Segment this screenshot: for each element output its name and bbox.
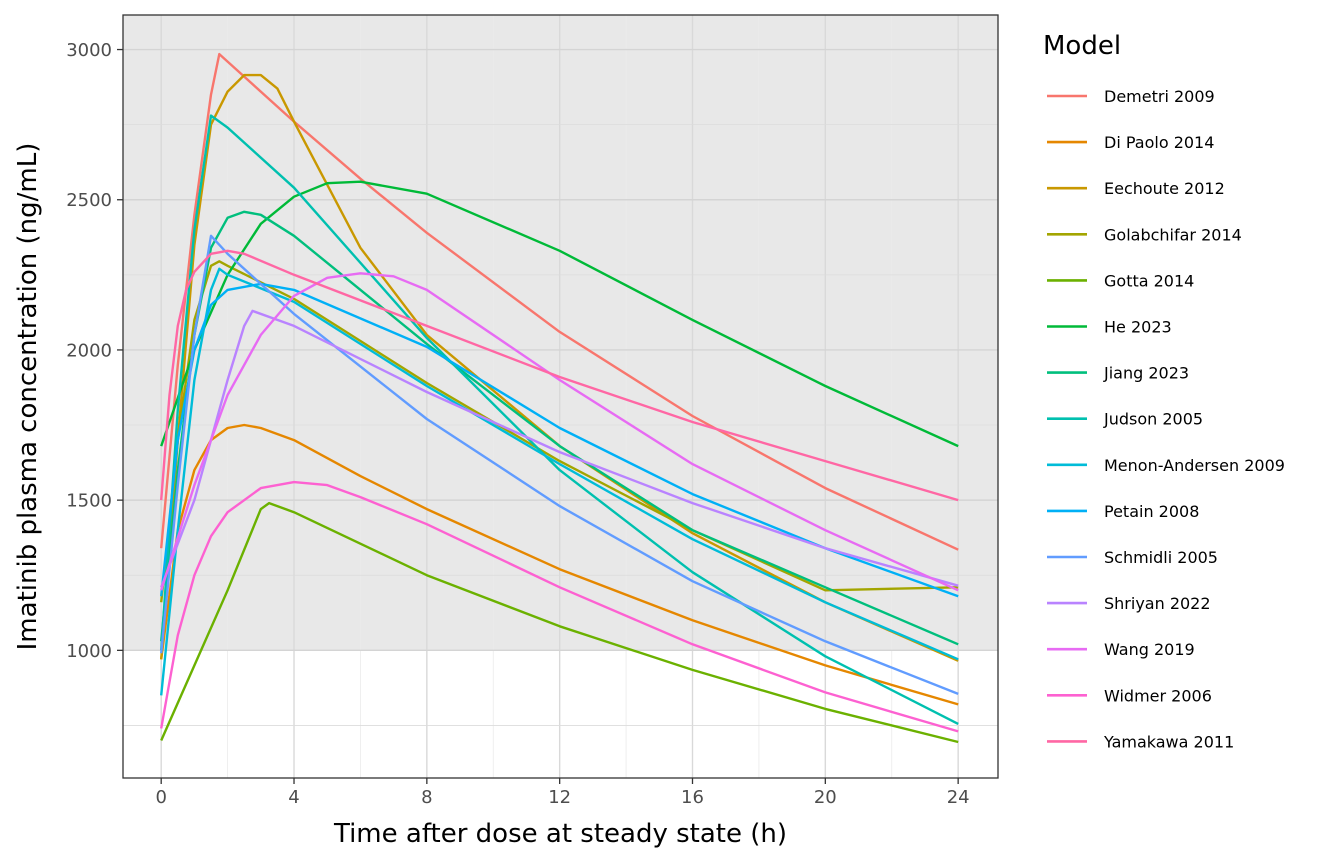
series-line <box>160 180 959 448</box>
legend-label: He 2023 <box>1104 318 1172 337</box>
legend-label: Gotta 2014 <box>1104 271 1194 290</box>
legend-label: Shriyan 2022 <box>1104 594 1211 613</box>
series-line <box>160 73 959 662</box>
y-axis: 1000 1500 2000 2500 3000 <box>66 40 123 662</box>
x-axis: 0 4 8 12 16 20 24 <box>155 778 970 808</box>
x-tick-label: 12 <box>548 787 571 808</box>
series-line <box>160 249 959 502</box>
x-tick-label: 0 <box>155 787 166 808</box>
legend-label: Jiang 2023 <box>1103 364 1189 383</box>
series-line <box>160 267 959 696</box>
legend-label: Demetri 2009 <box>1104 87 1215 106</box>
legend-label: Judson 2005 <box>1103 410 1203 429</box>
series-line <box>160 309 959 588</box>
y-axis-title: Imatinib plasma concentration (ng/mL) <box>13 143 43 651</box>
series-line <box>160 272 959 592</box>
legend-label: Wang 2019 <box>1104 640 1195 659</box>
x-tick-label: 4 <box>288 787 299 808</box>
legend-label: Eechoute 2012 <box>1104 179 1225 198</box>
legend: Model Demetri 2009 Di Paolo 2014 Eechoute … <box>1043 31 1285 751</box>
y-tick-label: 1500 <box>66 491 112 512</box>
legend-label: Menon-Andersen 2009 <box>1104 456 1285 475</box>
legend-title: Model <box>1043 31 1121 61</box>
legend-label: Widmer 2006 <box>1104 686 1212 705</box>
plot-border <box>122 14 999 779</box>
y-tick-label: 1000 <box>66 641 112 662</box>
series-lines <box>160 52 959 744</box>
x-tick-label: 20 <box>814 787 837 808</box>
y-tick-label: 3000 <box>66 40 112 61</box>
series-line <box>160 423 959 706</box>
x-tick-label: 16 <box>681 787 704 808</box>
legend-label: Yamakawa 2011 <box>1103 732 1234 751</box>
y-tick-label: 2000 <box>66 340 112 361</box>
legend-label: Di Paolo 2014 <box>1104 133 1214 152</box>
legend-label: Golabchifar 2014 <box>1104 225 1242 244</box>
x-axis-title: Time after dose at steady state (h) <box>333 819 787 849</box>
plot-panel <box>123 15 998 778</box>
x-tick-label: 24 <box>947 787 970 808</box>
y-tick-label: 2500 <box>66 190 112 211</box>
legend-label: Schmidli 2005 <box>1104 548 1218 567</box>
series-line <box>160 480 959 733</box>
legend-label: Petain 2008 <box>1104 502 1199 521</box>
series-line <box>160 501 959 744</box>
series-line <box>160 234 959 696</box>
x-tick-label: 8 <box>421 787 432 808</box>
